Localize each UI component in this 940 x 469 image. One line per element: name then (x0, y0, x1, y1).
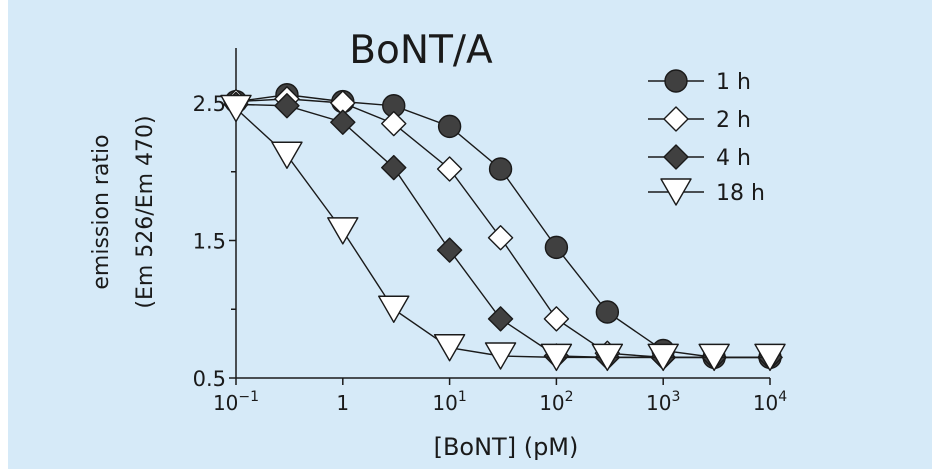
data-point (591, 343, 624, 372)
legend-marker (664, 69, 688, 93)
data-point (274, 93, 300, 119)
series-triangle-down (220, 94, 786, 372)
data-point (433, 334, 466, 362)
legend-item: 4 h (648, 144, 751, 171)
x-tick-label: 104 (753, 389, 787, 415)
data-point (544, 235, 569, 260)
data-point (488, 157, 513, 181)
legend-label: 18 h (716, 181, 765, 206)
data-point (487, 306, 514, 332)
legend-label: 2 h (716, 108, 751, 133)
legend-item: 2 h (648, 106, 751, 133)
data-point (381, 110, 407, 137)
legend-label: 4 h (716, 146, 751, 171)
data-point (327, 217, 359, 245)
legend-item: 18 h (648, 178, 765, 206)
data-point (543, 306, 570, 332)
x-tick-label: 102 (539, 389, 573, 415)
legend: 1 h 2 h 4 h 18 h (648, 69, 765, 206)
ticks: 10−1 1 101 102 103 104 0.5 1.5 2.5 (193, 92, 788, 415)
x-tick-label: 103 (646, 389, 680, 415)
legend-label: 1 h (716, 70, 751, 95)
legend-marker (660, 178, 692, 206)
data-point (381, 154, 407, 181)
data-point (540, 343, 573, 372)
data-point (437, 114, 462, 139)
data-point (436, 156, 463, 182)
y-axis-label-group: emission ratio (Em 526/Em 470) (89, 115, 158, 308)
y-axis-label-line1: emission ratio (89, 134, 114, 289)
data-point (330, 109, 356, 135)
data-point (698, 343, 730, 372)
data-point (647, 343, 679, 372)
data-point (484, 342, 517, 370)
y-tick-label: 1.5 (193, 230, 226, 254)
data-point (436, 237, 463, 263)
y-tick-label: 2.5 (193, 92, 226, 116)
legend-marker (663, 144, 689, 170)
data-point (220, 94, 252, 123)
legend-item: 1 h (648, 69, 751, 95)
data-point (595, 300, 620, 324)
y-axis-label-line2: (Em 526/Em 470) (133, 115, 158, 308)
x-tick-label: 101 (432, 389, 466, 415)
chart-frame (8, 0, 932, 469)
y-tick-label: 0.5 (193, 367, 226, 391)
x-tick-label: 1 (336, 391, 349, 415)
x-axis-label: [BoNT] (pM) (434, 433, 579, 461)
data-point (271, 141, 303, 169)
data-point (378, 295, 410, 323)
data-point (754, 343, 786, 372)
x-tick-label: 10−1 (213, 389, 259, 415)
data-point (487, 225, 514, 251)
legend-marker (663, 106, 689, 132)
series-layer (220, 83, 786, 372)
chart-title: BoNT/A (349, 28, 493, 73)
